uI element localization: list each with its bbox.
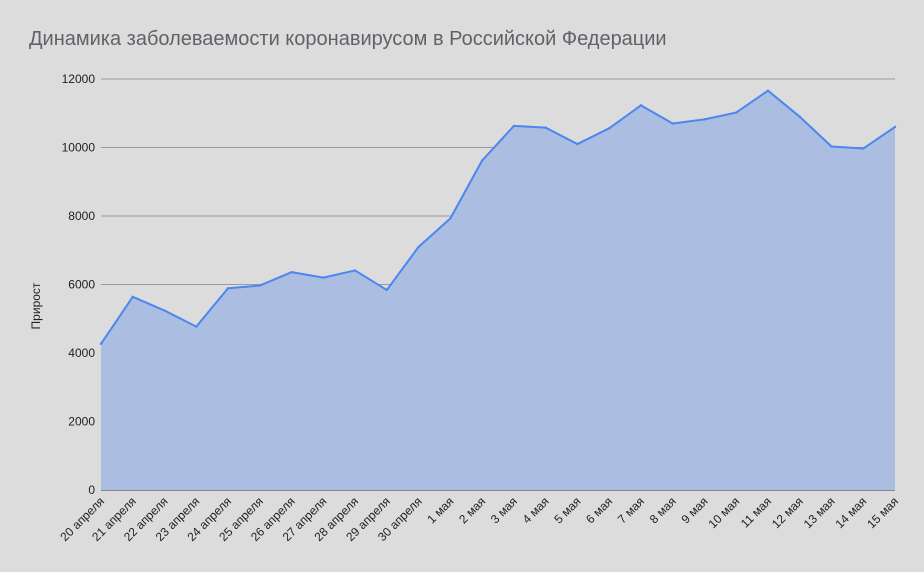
data-point [385,288,389,292]
data-point [703,118,706,121]
x-tick-label: 11 мая [738,494,774,530]
data-point [798,115,801,118]
data-point [226,287,230,290]
y-axis-label: Прирост [29,282,43,329]
data-point [353,269,357,272]
data-point [322,276,325,279]
data-point [639,104,643,107]
data-point [735,111,738,114]
x-tick-label: 14 мая [833,494,870,531]
x-tick-label: 7 мая [615,494,647,526]
data-point [131,295,134,299]
data-point [163,309,166,312]
data-point [862,147,865,150]
data-point [449,217,452,220]
y-tick-label: 4000 [68,346,95,360]
data-point [893,125,897,129]
data-point [671,122,674,125]
chart-title: Динамика заболеваемости коронавирусом в … [29,28,667,50]
x-tick-label: 1 мая [424,494,456,526]
series-line [100,89,896,345]
x-tick-label: 5 мая [551,494,583,526]
y-tick-label: 2000 [68,415,95,429]
x-tick-label: 12 мая [769,494,806,531]
data-point [512,124,516,128]
x-tick-label: 4 мая [520,494,552,526]
x-tick-label: 8 мая [647,494,679,526]
data-point [195,325,198,328]
x-tick-label: 10 мая [705,494,742,531]
data-point [576,142,579,146]
data-point [766,89,770,92]
y-tick-label: 6000 [68,278,95,292]
data-point [480,159,484,162]
x-tick-label: 2 мая [456,494,488,526]
data-point [417,245,420,249]
y-tick-label: 0 [88,483,95,497]
y-tick-label: 12000 [62,72,96,86]
data-point [830,145,833,148]
x-tick-label: 15 мая [864,494,901,531]
y-tick-label: 10000 [62,141,96,155]
data-point [99,342,103,345]
data-point [290,270,293,274]
x-tick-label: 13 мая [801,494,838,531]
x-tick-label: 3 мая [488,494,520,526]
data-point [258,284,261,287]
series-area [101,90,895,491]
data-point [607,127,611,130]
x-tick-label: 6 мая [583,494,615,526]
data-point [544,126,547,129]
y-tick-label: 8000 [68,209,95,223]
